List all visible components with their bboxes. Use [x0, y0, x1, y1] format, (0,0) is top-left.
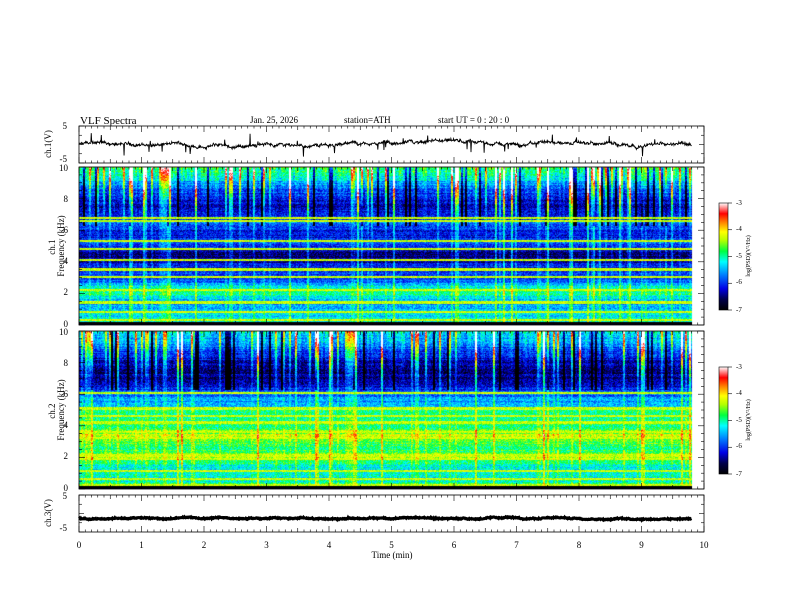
ch2-spectrogram-canvas-holder [79, 331, 704, 489]
ch2-colorbar-tick-m6: -6 [736, 442, 742, 450]
time-tick-label: 7 [514, 540, 519, 550]
ch1-colorbar-tick-m4: -4 [736, 225, 742, 233]
ch2-spectrogram-ylabel: ch.2 Frequency (kHz) [47, 379, 66, 440]
ch1-colorbar-tick-m5: -5 [736, 252, 742, 260]
time-tick-label: 10 [700, 540, 710, 550]
time-tick-label: 8 [577, 540, 582, 550]
ch1-waveform-panel: 5 -5 ch.1(V) [43, 121, 705, 164]
time-axis-label: Time (min) [372, 550, 413, 560]
ch1-colorbar-tick-m6: -6 [736, 278, 742, 286]
time-tick-label: 1 [139, 540, 144, 550]
ch3-waveform-frame [78, 494, 705, 533]
ch1-spectrogram-ticks [78, 166, 705, 326]
ch1-freq-tick-2: 2 [64, 287, 69, 297]
time-tick-label: 4 [327, 540, 332, 550]
ch1-freq-tick-8: 8 [64, 194, 69, 204]
ch3-waveform-ylabel: ch.3(V) [43, 499, 53, 527]
ch1-spectrogram-ylabel: ch.1 Frequency (kHz) [47, 215, 66, 276]
ch1-freq-tick-10: 10 [59, 163, 69, 173]
ch1-colorbar-gradient [718, 202, 729, 311]
ch3-waveform-ticks [78, 494, 705, 533]
ch2-freq-tick-10: 10 [59, 327, 69, 337]
ch2-colorbar: -3 -4 -5 -6 -7 log(PSD)(V²/Hz) [718, 363, 752, 478]
ch3-ytick-max: 5 [63, 491, 68, 501]
ch1-waveform-line [78, 133, 692, 157]
time-axis-tick-labels: 0 1 2 3 4 5 6 7 8 9 10 [77, 540, 709, 550]
ch1-colorbar-tick-m3: -3 [736, 199, 742, 207]
start-time-label: start UT = 0 : 20 : 0 [438, 115, 510, 125]
ch2-freq-tick-6: 6 [64, 389, 69, 399]
time-tick-label: 2 [202, 540, 207, 550]
ch2-colorbar-tick-m7: -7 [736, 470, 742, 478]
date-label: Jan. 25, 2026 [250, 115, 298, 125]
ch2-spectrogram-image [79, 331, 704, 489]
figure-title: VLF Spectra [80, 115, 137, 127]
ch2-colorbar-gradient [718, 366, 729, 475]
ch2-freq-tick-0: 0 [64, 483, 69, 493]
ch1-spectrogram-panel: 10 8 6 4 2 0 ch.1 Frequency (kHz) [47, 163, 705, 329]
ch1-ytick-min: -5 [60, 154, 68, 164]
time-tick-label: 3 [264, 540, 269, 550]
ch3-ytick-min: -5 [60, 523, 68, 533]
ch1-freq-tick-4: 4 [64, 256, 69, 266]
ch2-colorbar-tick-m4: -4 [736, 389, 742, 397]
ch2-freq-tick-2: 2 [64, 451, 69, 461]
ch1-freq-tick-6: 6 [64, 225, 69, 235]
ch2-colorbar-ticks [728, 366, 732, 475]
ch2-freq-tick-4: 4 [64, 420, 69, 430]
ch1-spectrogram-image [79, 167, 704, 325]
time-tick-label: 0 [77, 540, 82, 550]
ch1-colorbar-label: log(PSD)(V²/Hz) [745, 235, 752, 276]
ch1-spectrogram-canvas-holder [79, 167, 704, 325]
ch1-waveform-ylabel: ch.1(V) [43, 130, 53, 158]
station-label: station=ATH [344, 115, 391, 125]
ch2-spectrogram-ticks [78, 330, 705, 490]
ch3-waveform-line [78, 514, 693, 523]
ch1-ylabel-freq: Frequency (kHz) [56, 215, 66, 276]
ch1-colorbar-tick-m7: -7 [736, 306, 742, 314]
time-tick-label: 5 [389, 540, 394, 550]
ch3-waveform-panel: 5 -5 ch.3(V) 0 1 2 3 4 5 6 7 8 9 10 Time (min) [43, 491, 709, 560]
ch1-ylabel-line: ch.1 [47, 240, 57, 255]
ch1-freq-tick-0: 0 [64, 319, 69, 329]
ch2-colorbar-label: log(PSD)(V²/Hz) [745, 399, 752, 440]
ch2-colorbar-tick-m5: -5 [736, 416, 742, 424]
ch1-ytick-max: 5 [63, 121, 68, 131]
ch2-spectrogram-panel: 10 8 6 4 2 0 ch.2 Frequency (kHz) [47, 327, 705, 493]
ch2-ylabel-freq: Frequency (kHz) [56, 379, 66, 440]
ch1-colorbar: -3 -4 -5 -6 -7 log(PSD)(V²/Hz) [718, 199, 752, 314]
ch1-colorbar-ticks [728, 202, 732, 311]
ch2-freq-tick-8: 8 [64, 358, 69, 368]
ch2-colorbar-tick-m3: -3 [736, 363, 742, 371]
time-tick-label: 6 [452, 540, 457, 550]
ch1-waveform-ticks [78, 125, 705, 164]
time-tick-label: 9 [639, 540, 644, 550]
ch2-ylabel-line: ch.2 [47, 404, 57, 419]
